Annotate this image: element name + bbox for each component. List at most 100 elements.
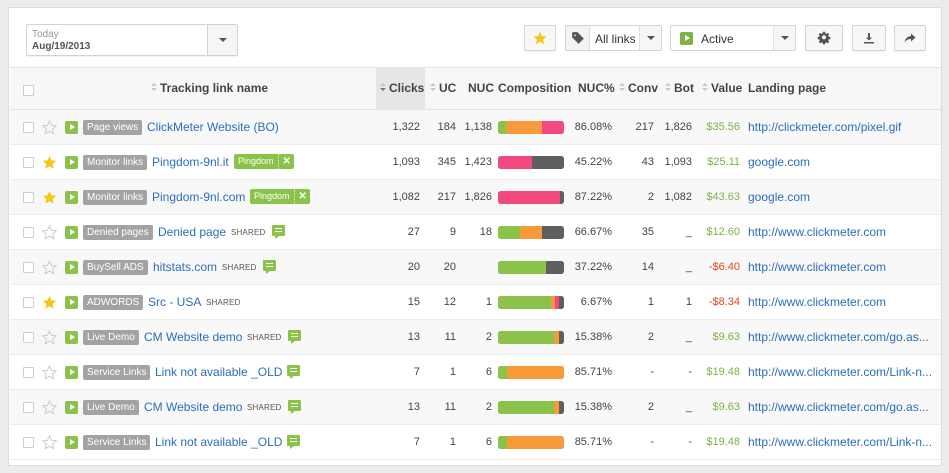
nuc-value: 1 — [485, 296, 492, 308]
tag-badge[interactable]: Pingdom ✕ — [234, 154, 294, 169]
tracking-link-name[interactable]: Denied page — [158, 225, 227, 239]
tracking-link-name[interactable]: Pingdom-9nl.com — [152, 190, 246, 204]
star-outline-icon[interactable] — [41, 329, 58, 345]
table-row[interactable]: Denied pages Denied page SHARED 27 9 18 66.67%… — [10, 215, 941, 250]
group-badge[interactable]: Denied pages — [83, 225, 153, 240]
group-badge[interactable]: Live Demo — [83, 400, 139, 415]
remove-tag-icon[interactable]: ✕ — [277, 154, 291, 169]
comment-icon[interactable] — [272, 225, 285, 239]
landing-page-link[interactable]: http://www.clickmeter.com/Link-n... — [748, 435, 933, 449]
settings-button[interactable] — [805, 25, 843, 51]
column-header-uc[interactable]: UC — [430, 68, 456, 109]
status-filter-select[interactable]: Active — [670, 25, 796, 51]
star-outline-icon[interactable] — [41, 119, 58, 135]
nuc-value: 6 — [485, 436, 492, 448]
download-button[interactable] — [852, 25, 886, 51]
comment-icon[interactable] — [287, 435, 300, 449]
group-badge[interactable]: Live Demo — [83, 330, 139, 345]
star-outline-icon[interactable] — [41, 259, 58, 275]
star-outline-icon[interactable] — [41, 399, 58, 415]
landing-page-link[interactable]: http://www.clickmeter.com — [748, 225, 887, 239]
play-icon[interactable] — [65, 296, 78, 309]
star-filled-icon[interactable] — [42, 295, 57, 310]
play-icon[interactable] — [65, 331, 78, 344]
star-outline-icon[interactable] — [41, 224, 58, 240]
landing-page-link[interactable]: google.com — [748, 155, 811, 169]
table-row[interactable]: Service Links Link not available _OLD 7 1 6 8… — [10, 425, 941, 460]
tracking-link-name[interactable]: CM Website demo — [144, 330, 243, 344]
star-outline-icon[interactable] — [41, 364, 58, 380]
star-filled-icon[interactable] — [42, 190, 57, 205]
row-checkbox[interactable] — [23, 437, 34, 448]
play-icon[interactable] — [65, 436, 78, 449]
table-row[interactable]: ADWORDS Src - USA SHARED 15 12 1 6.67% 1 1 -$8.34… — [10, 285, 941, 320]
column-header-clicks[interactable]: Clicks — [376, 68, 425, 109]
row-checkbox[interactable] — [23, 227, 34, 238]
tracking-link-name[interactable]: Pingdom-9nl.it — [152, 155, 229, 169]
group-badge[interactable]: BuySell ADS — [83, 260, 148, 275]
star-outline-icon[interactable] — [41, 434, 58, 450]
links-filter-dropdown[interactable] — [639, 26, 661, 50]
row-checkbox[interactable] — [23, 332, 34, 343]
row-checkbox[interactable] — [23, 402, 34, 413]
column-header-name[interactable]: Tracking link name — [151, 68, 268, 109]
landing-page-link[interactable]: http://www.clickmeter.com/Link-n... — [748, 365, 933, 379]
play-icon[interactable] — [65, 226, 78, 239]
links-filter-select[interactable]: All links — [565, 25, 662, 51]
tracking-link-name[interactable]: CM Website demo — [144, 400, 243, 414]
row-checkbox[interactable] — [23, 192, 34, 203]
tracking-link-name[interactable]: Link not available _OLD — [155, 435, 283, 449]
row-checkbox[interactable] — [23, 262, 34, 273]
tracking-link-name[interactable]: Link not available _OLD — [155, 365, 283, 379]
play-icon[interactable] — [65, 191, 78, 204]
row-checkbox[interactable] — [23, 157, 34, 168]
landing-page-link[interactable]: http://clickmeter.com/pixel.gif — [748, 120, 902, 134]
row-checkbox[interactable] — [23, 367, 34, 378]
group-badge[interactable]: Monitor links — [83, 190, 148, 205]
landing-page-link[interactable]: http://www.clickmeter.com/go.as... — [748, 330, 929, 344]
value-amount: $9.63 — [712, 401, 740, 413]
date-range-picker[interactable]: Today Aug/19/2013 — [26, 24, 238, 56]
landing-page-link[interactable]: http://www.clickmeter.com — [748, 260, 887, 274]
table-row[interactable]: Page views ClickMeter Website (BO) 1,322 18… — [10, 110, 941, 145]
tag-badge[interactable]: Pingdom ✕ — [250, 189, 310, 204]
group-badge[interactable]: Page views — [83, 120, 143, 135]
favorites-filter-button[interactable] — [524, 25, 556, 51]
play-icon[interactable] — [65, 156, 78, 169]
landing-page-link[interactable]: google.com — [748, 190, 811, 204]
table-row[interactable]: Live Demo CM Website demo SHARED 13 11 2 15.38… — [10, 320, 941, 355]
play-icon[interactable] — [65, 121, 78, 134]
tracking-link-name[interactable]: ClickMeter Website (BO) — [147, 120, 279, 134]
play-icon[interactable] — [65, 401, 78, 414]
date-dropdown-button[interactable] — [207, 25, 237, 55]
share-button[interactable] — [894, 25, 926, 51]
tracking-link-name[interactable]: Src - USA — [148, 295, 202, 309]
comment-icon[interactable] — [287, 365, 300, 379]
landing-page-link[interactable]: http://www.clickmeter.com/go.as... — [748, 400, 929, 414]
row-checkbox[interactable] — [23, 122, 34, 133]
table-row[interactable]: Live Demo CM Website demo SHARED 13 11 2 15.38… — [10, 390, 941, 425]
column-header-value[interactable]: Value — [702, 68, 742, 109]
column-header-conv[interactable]: Conv — [619, 68, 658, 109]
play-icon[interactable] — [65, 366, 78, 379]
row-checkbox[interactable] — [23, 297, 34, 308]
group-badge[interactable]: Monitor links — [83, 155, 148, 170]
comment-icon[interactable] — [263, 260, 276, 274]
table-row[interactable]: Service Links Link not available _OLD 7 1 6 8… — [10, 355, 941, 390]
comment-icon[interactable] — [288, 330, 301, 344]
group-badge[interactable]: ADWORDS — [83, 295, 144, 310]
table-row[interactable]: Monitor links Pingdom-9nl.com Pingdom ✕ 1,08… — [10, 180, 941, 215]
table-row[interactable]: BuySell ADS hitstats.com SHARED 20 20 37.22% 1… — [10, 250, 941, 285]
star-filled-icon[interactable] — [42, 155, 57, 170]
play-icon[interactable] — [65, 261, 78, 274]
remove-tag-icon[interactable]: ✕ — [293, 189, 307, 204]
landing-page-link[interactable]: http://www.clickmeter.com — [748, 295, 887, 309]
tracking-link-name[interactable]: hitstats.com — [153, 260, 218, 274]
comment-icon[interactable] — [288, 400, 301, 414]
select-all-checkbox[interactable] — [23, 85, 34, 96]
group-badge[interactable]: Service Links — [83, 435, 151, 450]
group-badge[interactable]: Service Links — [83, 365, 151, 380]
status-filter-dropdown[interactable] — [773, 26, 795, 50]
column-header-bot[interactable]: Bot — [665, 68, 694, 109]
table-row[interactable]: Monitor links Pingdom-9nl.it Pingdom ✕ 1,093… — [10, 145, 941, 180]
